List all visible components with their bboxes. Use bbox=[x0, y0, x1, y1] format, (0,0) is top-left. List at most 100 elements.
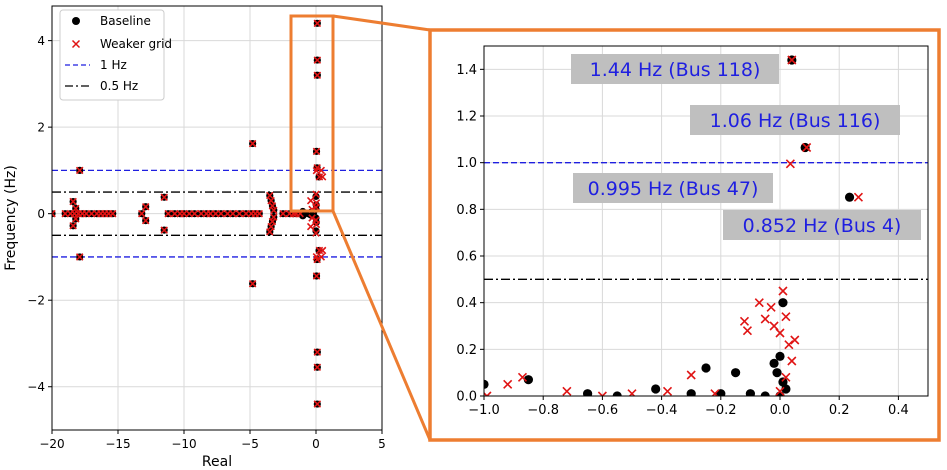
weaker-grid-point bbox=[313, 363, 322, 372]
weaker-grid-point bbox=[313, 71, 322, 79]
baseline-point bbox=[745, 389, 755, 396]
weaker-grid-point bbox=[562, 386, 572, 396]
weaker-grid-point bbox=[317, 166, 326, 175]
annotation-bus-118-text: 1.44 Hz (Bus 118) bbox=[590, 59, 761, 81]
weaker-grid-point bbox=[312, 216, 320, 224]
weaker-grid-point bbox=[312, 229, 320, 237]
weaker-grid-point bbox=[802, 142, 812, 153]
weaker-grid-point bbox=[108, 209, 117, 218]
legend-0-5hz-label: 0.5 Hz bbox=[100, 79, 138, 93]
y-tick-label: −2 bbox=[27, 293, 45, 307]
y-tick-label: 1.0 bbox=[456, 156, 477, 171]
weaker-grid-point bbox=[267, 222, 275, 231]
y-tick-label: 1.4 bbox=[456, 63, 477, 78]
x-tick-label: 5 bbox=[378, 437, 386, 451]
weaker-grid-point bbox=[268, 202, 277, 210]
baseline-point bbox=[484, 379, 489, 389]
baseline-point bbox=[523, 375, 534, 385]
weaker-grid-point bbox=[742, 326, 753, 336]
x-tick-label: 0.2 bbox=[829, 403, 850, 418]
weaker-grid-point bbox=[266, 191, 274, 200]
legend-baseline-marker bbox=[72, 17, 80, 25]
baseline-point bbox=[775, 351, 785, 361]
baseline-point bbox=[781, 384, 791, 394]
weaker-grid-point bbox=[781, 312, 791, 322]
legend: Baseline Weaker grid 1 Hz 0.5 Hz bbox=[59, 9, 172, 101]
y-tick-label: 0.0 bbox=[456, 390, 477, 405]
baseline-point bbox=[844, 192, 855, 202]
weaker-grid-point bbox=[784, 340, 794, 350]
weaker-grid-point bbox=[597, 391, 607, 396]
baseline-point bbox=[778, 377, 788, 387]
weaker-grid-point bbox=[248, 279, 257, 288]
x-tick-label: −0.2 bbox=[705, 403, 737, 418]
weaker-grid-point bbox=[313, 348, 322, 356]
weaker-grid-point bbox=[268, 217, 277, 226]
y-tick-label: 0.6 bbox=[456, 250, 477, 265]
baseline-point bbox=[778, 298, 788, 308]
weaker-grid-point bbox=[781, 372, 791, 382]
weaker-grid-point bbox=[313, 19, 322, 28]
weaker-grid-point bbox=[853, 192, 864, 202]
weaker-grid-point bbox=[313, 400, 322, 408]
legend-1hz-label: 1 Hz bbox=[100, 58, 127, 72]
weaker-grid-point bbox=[775, 386, 785, 396]
weaker-grid-point bbox=[190, 209, 199, 218]
weaker-grid-point bbox=[754, 298, 764, 308]
y-tick-label: 0.4 bbox=[456, 296, 477, 311]
left-plot-frame bbox=[51, 5, 383, 431]
weaker-grid-point bbox=[229, 209, 237, 218]
weaker-grid-point bbox=[160, 193, 168, 201]
weaker-grid-point bbox=[760, 314, 770, 324]
right-data-points bbox=[484, 55, 864, 396]
weaker-grid-point bbox=[787, 356, 797, 366]
weaker-grid-point bbox=[137, 209, 146, 218]
x-tick-label: −0.4 bbox=[646, 403, 678, 418]
weaker-grid-point bbox=[52, 209, 56, 218]
weaker-grid-point bbox=[69, 197, 77, 206]
x-tick-label: −1.0 bbox=[468, 403, 500, 418]
weaker-grid-point bbox=[141, 216, 150, 225]
weaker-grid-point bbox=[766, 302, 776, 312]
weaker-grid-point bbox=[266, 228, 274, 236]
left-data-points bbox=[52, 19, 327, 408]
weaker-grid-point bbox=[790, 335, 800, 345]
weaker-grid-point bbox=[312, 203, 320, 211]
x-tick-label: 0.0 bbox=[770, 403, 791, 418]
zoom-connector-top bbox=[332, 14, 431, 32]
weaker-grid-point bbox=[160, 226, 168, 234]
baseline-point bbox=[731, 368, 741, 378]
baseline-point bbox=[769, 358, 779, 368]
left-x-axis-label: Real bbox=[202, 454, 232, 470]
y-tick-label: 2 bbox=[37, 120, 45, 134]
weaker-grid-point bbox=[312, 272, 321, 280]
baseline-point bbox=[760, 391, 770, 396]
right-tick-labels: −1.0 −0.8 −0.6 −0.4 −0.2 0.0 0.2 0.4 0.0 0.2 0.4 0.… bbox=[456, 63, 908, 418]
legend-weaker-grid-label: Weaker grid bbox=[100, 37, 172, 51]
weaker-grid-point bbox=[312, 190, 320, 198]
annotation-bus-47-text: 0.995 Hz (Bus 47) bbox=[588, 178, 759, 200]
weaker-grid-point bbox=[267, 196, 275, 205]
annotation-bus-47: 0.995 Hz (Bus 47) bbox=[573, 173, 773, 203]
weaker-grid-point bbox=[710, 389, 720, 396]
annotation-bus-47-box bbox=[573, 173, 773, 203]
y-tick-label: 4 bbox=[37, 34, 45, 48]
annotation-bus-118: 1.44 Hz (Bus 118) bbox=[571, 54, 779, 84]
baseline-point bbox=[701, 363, 711, 373]
legend-weaker-grid-marker bbox=[71, 39, 81, 49]
weaker-grid-point bbox=[69, 222, 77, 230]
weaker-grid-point bbox=[627, 389, 637, 396]
weaker-grid-point bbox=[75, 253, 84, 261]
left-y-axis-label: Frequency (Hz) bbox=[3, 165, 19, 271]
weaker-grid-point bbox=[662, 386, 673, 396]
legend-baseline-label: Baseline bbox=[100, 14, 151, 28]
annotation-bus-4-box bbox=[723, 210, 921, 240]
weaker-grid-point bbox=[217, 209, 225, 218]
weaker-grid-point bbox=[503, 379, 513, 389]
annotation-bus-116: 1.06 Hz (Bus 116) bbox=[690, 105, 900, 135]
weaker-grid-point bbox=[164, 209, 172, 218]
weaker-grid-point bbox=[269, 213, 278, 221]
weaker-grid-point bbox=[312, 147, 321, 156]
zoom-connector-bottom bbox=[331, 210, 432, 441]
right-chart: −1.0 −0.8 −0.6 −0.4 −0.2 0.0 0.2 0.4 0.0 0.2 0.4 0.… bbox=[428, 28, 941, 442]
